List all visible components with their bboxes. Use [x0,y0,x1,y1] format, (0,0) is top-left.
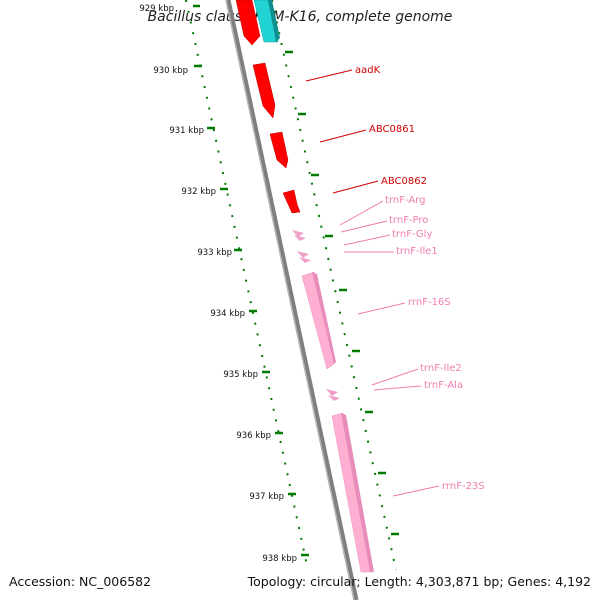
major-ticks-outer [193,4,309,557]
trna-arrow-3 [297,251,309,258]
feature-label-trnF-Arg: trnF-Arg [385,195,425,206]
leader-trnF-Arg [339,200,384,226]
feature-label-trnF-Gly: trnF-Gly [392,229,432,240]
leader-ABC0862 [332,180,379,194]
outer-tick-track [185,0,309,571]
feature-label-trnF-Pro: trnF-Pro [389,215,428,226]
major-ticks-inner [285,50,399,536]
leader-rrnF-16S [357,302,406,315]
feature-label-trnF-Ile1: trnF-Ile1 [396,246,438,257]
leader-trnF-Pro [340,220,388,233]
trna-arrow-4 [299,257,311,263]
feature-label-trnF-Ala: trnF-Ala [424,380,463,391]
other-feature-top [253,0,279,43]
feature-labels: aadK ABC0861 ABC0862 trnF-Arg trnF-Pro t… [355,65,485,492]
scale-label-929: 929 kbp [139,4,174,14]
genome-summary: Topology: circular; Length: 4,303,871 bp… [247,574,591,589]
scale-label-933: 933 kbp [197,248,232,258]
leader-ABC0861 [319,129,367,143]
other-feature-top-shadow [268,0,280,42]
scale-labels: 929 kbp 930 kbp 931 kbp 932 kbp 933 kbp … [139,4,297,564]
scale-label-938: 938 kbp [262,554,297,564]
cds-arrow-aadK [252,62,276,119]
cds-arrow-ABC0862 [282,189,301,214]
leader-trnF-Gly [343,234,391,246]
feature-label-rrnF-23S: rrnF-23S [442,481,485,492]
leader-rrnF-23S [392,485,440,497]
trna-chevrons [292,230,340,401]
trna-arrow-6 [328,395,340,401]
leader-aadK [305,69,353,82]
leader-trnF-Ala [373,385,422,391]
scale-label-937: 937 kbp [249,492,284,502]
scale-label-935: 935 kbp [223,370,258,380]
feature-label-ABC0862: ABC0862 [381,176,427,187]
trna-arrow-2 [294,235,306,241]
rrna-16S-edge [312,272,336,364]
trna-arrow-1 [292,230,304,237]
scale-label-931: 931 kbp [169,126,204,136]
feature-label-ABC0861: ABC0861 [369,124,415,135]
accession-label: Accession: NC_006582 [9,574,152,589]
scale-label-930: 930 kbp [153,66,188,76]
leader-trnF-Ile2 [371,368,419,386]
cds-arrow-ABC0861 [269,131,289,169]
rrna-23S-edge [341,413,374,572]
feature-label-aadK: aadK [355,65,381,76]
trna-arrow-5 [326,389,338,396]
feature-label-trnF-Ile2: trnF-Ile2 [420,363,462,374]
backbone-highlight [225,0,355,600]
scale-label-934: 934 kbp [210,309,245,319]
feature-label-rrnF-16S: rrnF-16S [408,297,451,308]
genome-backbone [225,0,359,600]
map-title: Bacillus clausii KSM-K16, complete genom… [147,9,453,25]
cds-arrow-top [235,0,261,46]
leader-lines [305,69,440,497]
scale-label-936: 936 kbp [236,431,271,441]
scale-label-932: 932 kbp [181,187,216,197]
